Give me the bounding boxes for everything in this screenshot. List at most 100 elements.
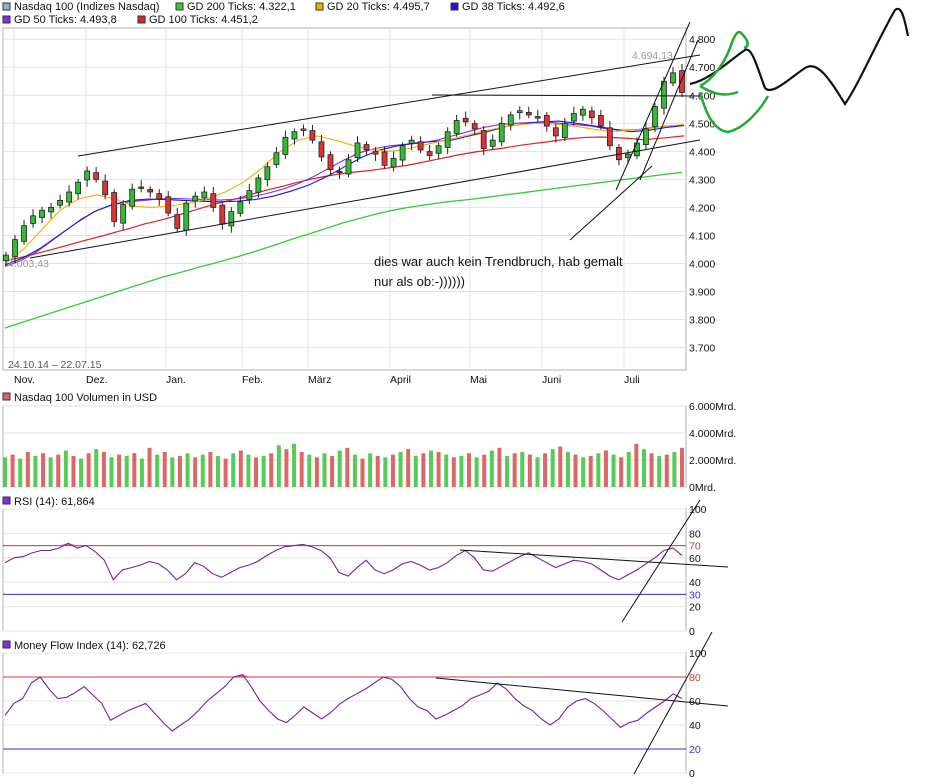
volume-bar [383,457,388,487]
volume-bar [543,453,548,487]
legend-swatch-nasdaq [2,2,11,11]
legend-swatch-gd50 [2,15,11,24]
lower-channel-line [29,139,701,259]
candle-body [309,130,316,141]
volume-bar [155,454,160,487]
volume-bar [223,458,228,487]
volume-bar [101,451,106,487]
candle-body [129,188,136,207]
month-label: Jan. [166,374,186,386]
volume-title-swatch [2,392,11,401]
candle-body [39,209,45,218]
candle-body [372,151,379,155]
candle-body [534,116,541,119]
mfi-tick-label: 20 [689,744,701,756]
high-price-label: 4.694,13 [632,50,673,62]
candle-body [570,113,577,122]
candle-body [507,114,514,126]
legend-swatch-gd200 [175,2,184,11]
mfi-tick-label: 100 [689,648,707,660]
candle-body [273,152,280,165]
volume-bar [139,458,144,487]
volume-bar [527,454,532,487]
candle-body [579,108,586,116]
mfi-overbought-fill [242,674,252,677]
candle-body [183,202,190,231]
rsi-tick-label: 100 [689,504,707,516]
volume-tick-label: 4.000Mrd. [689,428,736,440]
volume-bar [436,451,441,487]
rsi-tick-label: 0 [689,626,695,638]
price-tick-label: 3.700 [689,343,715,355]
volume-bar [664,454,669,487]
candle-body [66,191,72,203]
candle-body [552,127,559,137]
volume-bar [162,451,167,487]
volume-bar [177,455,182,487]
rsi-title-swatch [2,496,11,505]
volume-bar [170,457,175,487]
volume-bar [185,453,190,487]
volume-bar [641,449,646,487]
volume-bar [535,457,540,487]
mfi-title: Money Flow Index (14): 62,726 [14,640,166,652]
volume-bar [550,449,555,487]
legend-label-gd100: GD 100 Ticks: 4.451,2 [149,14,258,26]
candle-body [237,201,244,214]
volume-bar [474,457,479,487]
mfi-title-swatch [2,640,11,649]
volume-bar [459,455,464,487]
volume-bar [246,454,251,487]
volume-bar [254,457,259,487]
trendline-annotations [29,7,910,775]
pointer-arrow-line [569,165,653,241]
volume-panel: Nasdaq 100 Volumen in USD 6.000Mrd. 4.000… [2,392,736,494]
volume-bar [467,453,472,487]
low-price-label: 4.003,43 [8,258,49,270]
volume-bar [505,455,510,487]
candle-body [93,172,100,180]
volume-bar [330,455,335,487]
legend-label-gd20: GD 20 Ticks: 4.495,7 [327,1,430,13]
candle-body [670,72,676,84]
candle-body [634,142,640,157]
volume-bar [25,451,30,487]
rsi-resistance-line [459,549,729,568]
volume-bar [489,450,494,487]
candle-body [12,239,18,258]
volume-bar [10,454,15,487]
month-label: Feb. [242,374,263,386]
candle-body [21,225,27,242]
rsi-tick-label: 80 [689,528,701,540]
candle-body [192,195,199,202]
volume-bar [603,450,608,487]
candle-body [255,177,262,193]
candle-body [426,151,433,156]
volume-bar [497,447,502,487]
candle-body [147,189,154,193]
candle-body [201,191,208,199]
candle-body [489,139,496,147]
volume-bar [634,443,639,487]
volume-bar [444,454,449,487]
candle-body [120,204,127,224]
candle-body [453,120,460,134]
price-tick-label: 4.100 [689,230,715,242]
volume-bar [390,454,395,487]
price-tick-label: 4.000 [689,258,715,270]
candle-body [345,159,352,175]
candle-body [471,123,478,130]
volume-tick-label: 0Mrd. [689,482,716,494]
candle-body [625,153,631,158]
candle-body [516,110,523,114]
candle-body [399,145,406,161]
volume-bar [322,453,327,487]
rsi-title: RSI (14): 61,864 [14,496,95,508]
price-panel: 4.8004.7004.6004.5004.4004.3004.2004.100… [2,27,715,773]
legend-swatch-gd20 [315,2,324,11]
month-label: Nov. [14,374,35,386]
annotation-line-1: dies war auch kein Trendbruch, hab gemal… [374,254,623,269]
candle-body [390,157,397,168]
candle-body [318,141,325,158]
volume-bar [238,450,243,487]
